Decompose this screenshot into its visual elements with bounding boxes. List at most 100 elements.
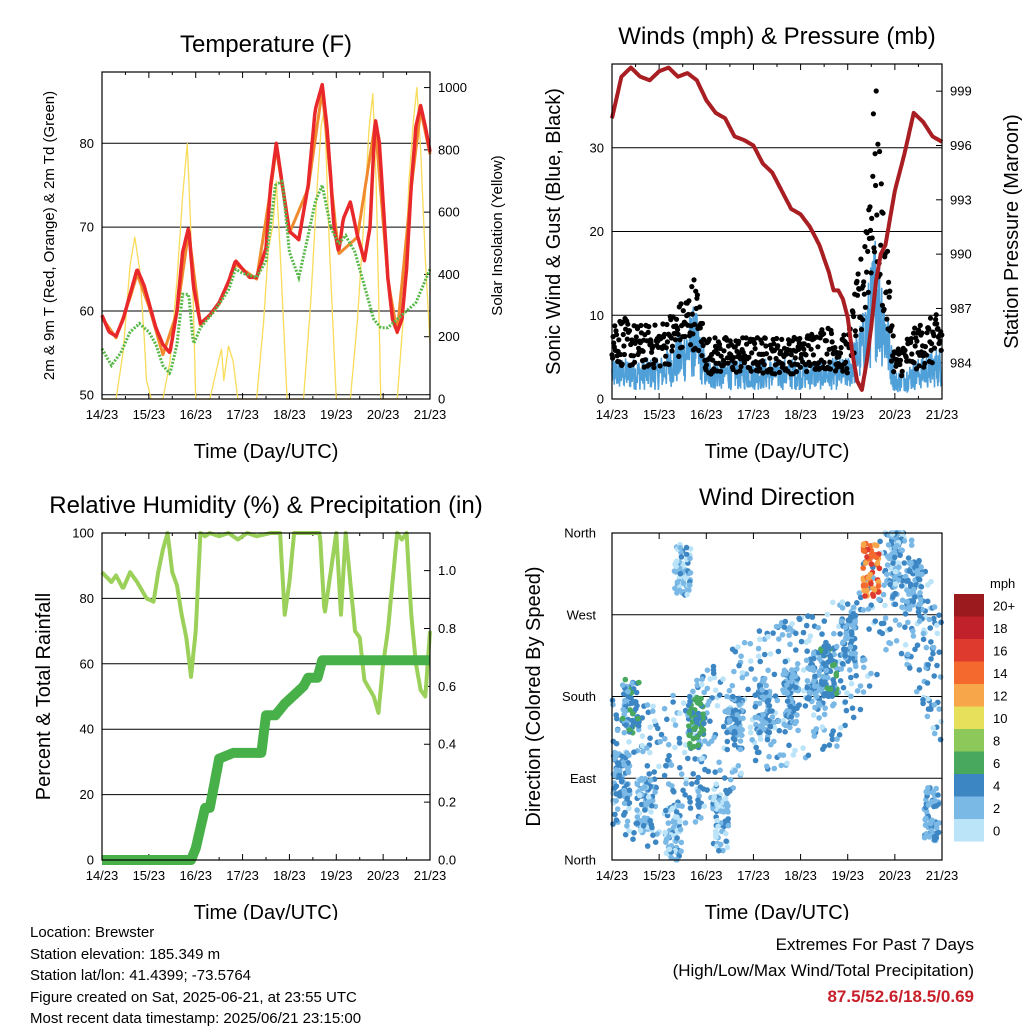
direction-point (677, 764, 683, 771)
direction-point (662, 829, 669, 836)
direction-point (897, 552, 903, 558)
direction-point (610, 701, 616, 708)
direction-point (899, 547, 905, 553)
direction-point (663, 807, 669, 814)
gust-point (933, 312, 939, 318)
direction-point (651, 718, 658, 724)
direction-point (839, 660, 846, 667)
y-right-tick-label: 993 (950, 192, 972, 207)
direction-point (723, 787, 729, 794)
direction-point (634, 820, 640, 827)
direction-point (694, 779, 700, 785)
gust-point (875, 141, 881, 147)
direction-point (852, 650, 859, 657)
direction-point (883, 646, 889, 653)
direction-point (818, 680, 825, 686)
direction-point (782, 729, 788, 735)
gust-point (748, 368, 754, 374)
direction-point (826, 645, 832, 651)
direction-point (825, 693, 831, 699)
direction-point (633, 699, 639, 705)
direction-point (847, 667, 853, 673)
direction-point (644, 763, 651, 769)
direction-point (857, 706, 864, 713)
plot-frame (101, 71, 431, 400)
direction-point (641, 815, 648, 821)
direction-point (884, 562, 891, 568)
gust-point (700, 342, 706, 349)
gust-point (692, 321, 698, 327)
direction-point (853, 672, 859, 679)
direction-point (830, 599, 836, 606)
y-tick-label: 50 (80, 387, 94, 402)
direction-point (794, 661, 801, 667)
gust-point (851, 313, 857, 320)
direction-point (933, 803, 939, 809)
direction-point (624, 818, 631, 825)
gust-point (864, 269, 870, 275)
direction-point (682, 575, 689, 581)
direction-point (686, 709, 693, 716)
humidity-precip-panel: Relative Humidity (%) & Precipitation (i… (33, 492, 483, 920)
direction-point (893, 638, 900, 644)
direction-point (874, 560, 881, 566)
gust-point (872, 151, 878, 157)
direction-point (701, 689, 707, 696)
gust-point (710, 357, 716, 363)
direction-point (622, 676, 629, 683)
gust-point (797, 364, 804, 370)
direction-point (860, 689, 867, 695)
direction-point (807, 633, 814, 639)
direction-point (691, 743, 697, 750)
gust-point (690, 331, 696, 337)
direction-point (833, 643, 840, 650)
direction-point (663, 836, 670, 843)
direction-point (803, 622, 810, 629)
direction-point (810, 655, 817, 662)
direction-point (614, 715, 620, 722)
direction-point (615, 762, 622, 768)
gust-point (638, 322, 644, 329)
x-tick-label: 15/23 (133, 407, 166, 422)
direction-point (875, 579, 882, 585)
direction-point (624, 823, 630, 829)
direction-point (831, 701, 837, 707)
gust-point (732, 360, 738, 366)
direction-point (825, 674, 831, 681)
charts-canvas: Temperature (F) Time (Day/UTC) 2m & 9m T (… (33, 23, 1023, 920)
direction-point (682, 820, 689, 826)
gust-point (669, 343, 676, 349)
direction-point (694, 682, 701, 689)
direction-point (793, 630, 799, 637)
direction-point (916, 557, 922, 564)
gust-point (899, 373, 905, 379)
direction-point (848, 629, 855, 635)
direction-point (822, 705, 828, 711)
legend-label: 14 (993, 666, 1007, 681)
direction-point (820, 674, 827, 680)
direction-point (621, 812, 627, 818)
direction-point (936, 649, 942, 655)
gust-point (662, 331, 668, 337)
direction-point (912, 646, 918, 653)
direction-point (673, 558, 680, 564)
x-tick-label: 17/23 (226, 407, 259, 422)
direction-point (829, 736, 836, 743)
direction-point (725, 816, 731, 822)
x-tick-label: 16/23 (179, 407, 212, 422)
direction-point (724, 844, 731, 851)
gust-point (860, 317, 866, 323)
y-tick-label: South (562, 689, 596, 704)
gust-point (797, 335, 803, 342)
direction-point (629, 680, 636, 687)
direction-point (757, 736, 764, 742)
direction-point (625, 688, 631, 695)
y-tick-label: 70 (80, 220, 94, 235)
gust-point (633, 334, 639, 340)
direction-point (733, 716, 739, 723)
legend-label: 20+ (993, 598, 1015, 613)
direction-point (678, 839, 685, 846)
direction-point (626, 828, 632, 834)
direction-point (821, 711, 828, 718)
direction-point (644, 702, 651, 708)
